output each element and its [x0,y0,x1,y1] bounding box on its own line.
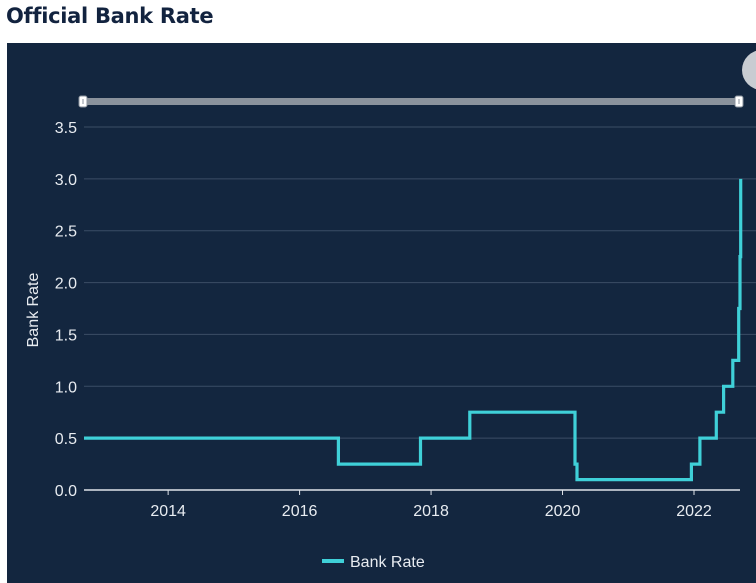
x-tick-label: 2018 [413,503,449,520]
legend[interactable]: Bank Rate [322,554,425,571]
page-title: Official Bank Rate [6,4,214,28]
y-tick-label: 2.5 [55,224,77,241]
legend-label: Bank Rate [350,554,425,571]
range-selector[interactable] [78,95,744,108]
bank-rate-chart: 0.0 0.5 1.0 1.5 2.0 2.5 3.0 3.5 2014 2016 2018 202… [25,50,756,571]
y-tick-label: 3.5 [55,120,77,137]
x-tick-label: 2020 [545,503,581,520]
y-tick-label: 2.0 [55,276,77,293]
x-tick-label: 2016 [282,503,318,520]
y-tick-label: 3.0 [55,172,77,189]
x-axis-ticks: 2014 2016 2018 2020 2022 [150,490,712,520]
y-axis-ticks: 0.0 0.5 1.0 1.5 2.0 2.5 3.0 3.5 [55,120,77,500]
gridlines [84,126,756,439]
series-layer [84,178,743,482]
x-tick-label: 2014 [150,503,186,520]
y-tick-label: 1.5 [55,327,77,344]
y-tick-label: 0.0 [55,483,77,500]
y-tick-label: 0.5 [55,431,77,448]
range-selector-track[interactable] [82,98,740,105]
chart-panel: 0.0 0.5 1.0 1.5 2.0 2.5 3.0 3.5 2014 2016 2018 202… [7,43,756,583]
x-tick-label: 2022 [676,503,712,520]
bank-rate-series-line[interactable] [84,178,743,482]
y-axis-title: Bank Rate [25,273,42,348]
y-tick-label: 1.0 [55,379,77,396]
chart-menu-button[interactable] [742,50,756,90]
